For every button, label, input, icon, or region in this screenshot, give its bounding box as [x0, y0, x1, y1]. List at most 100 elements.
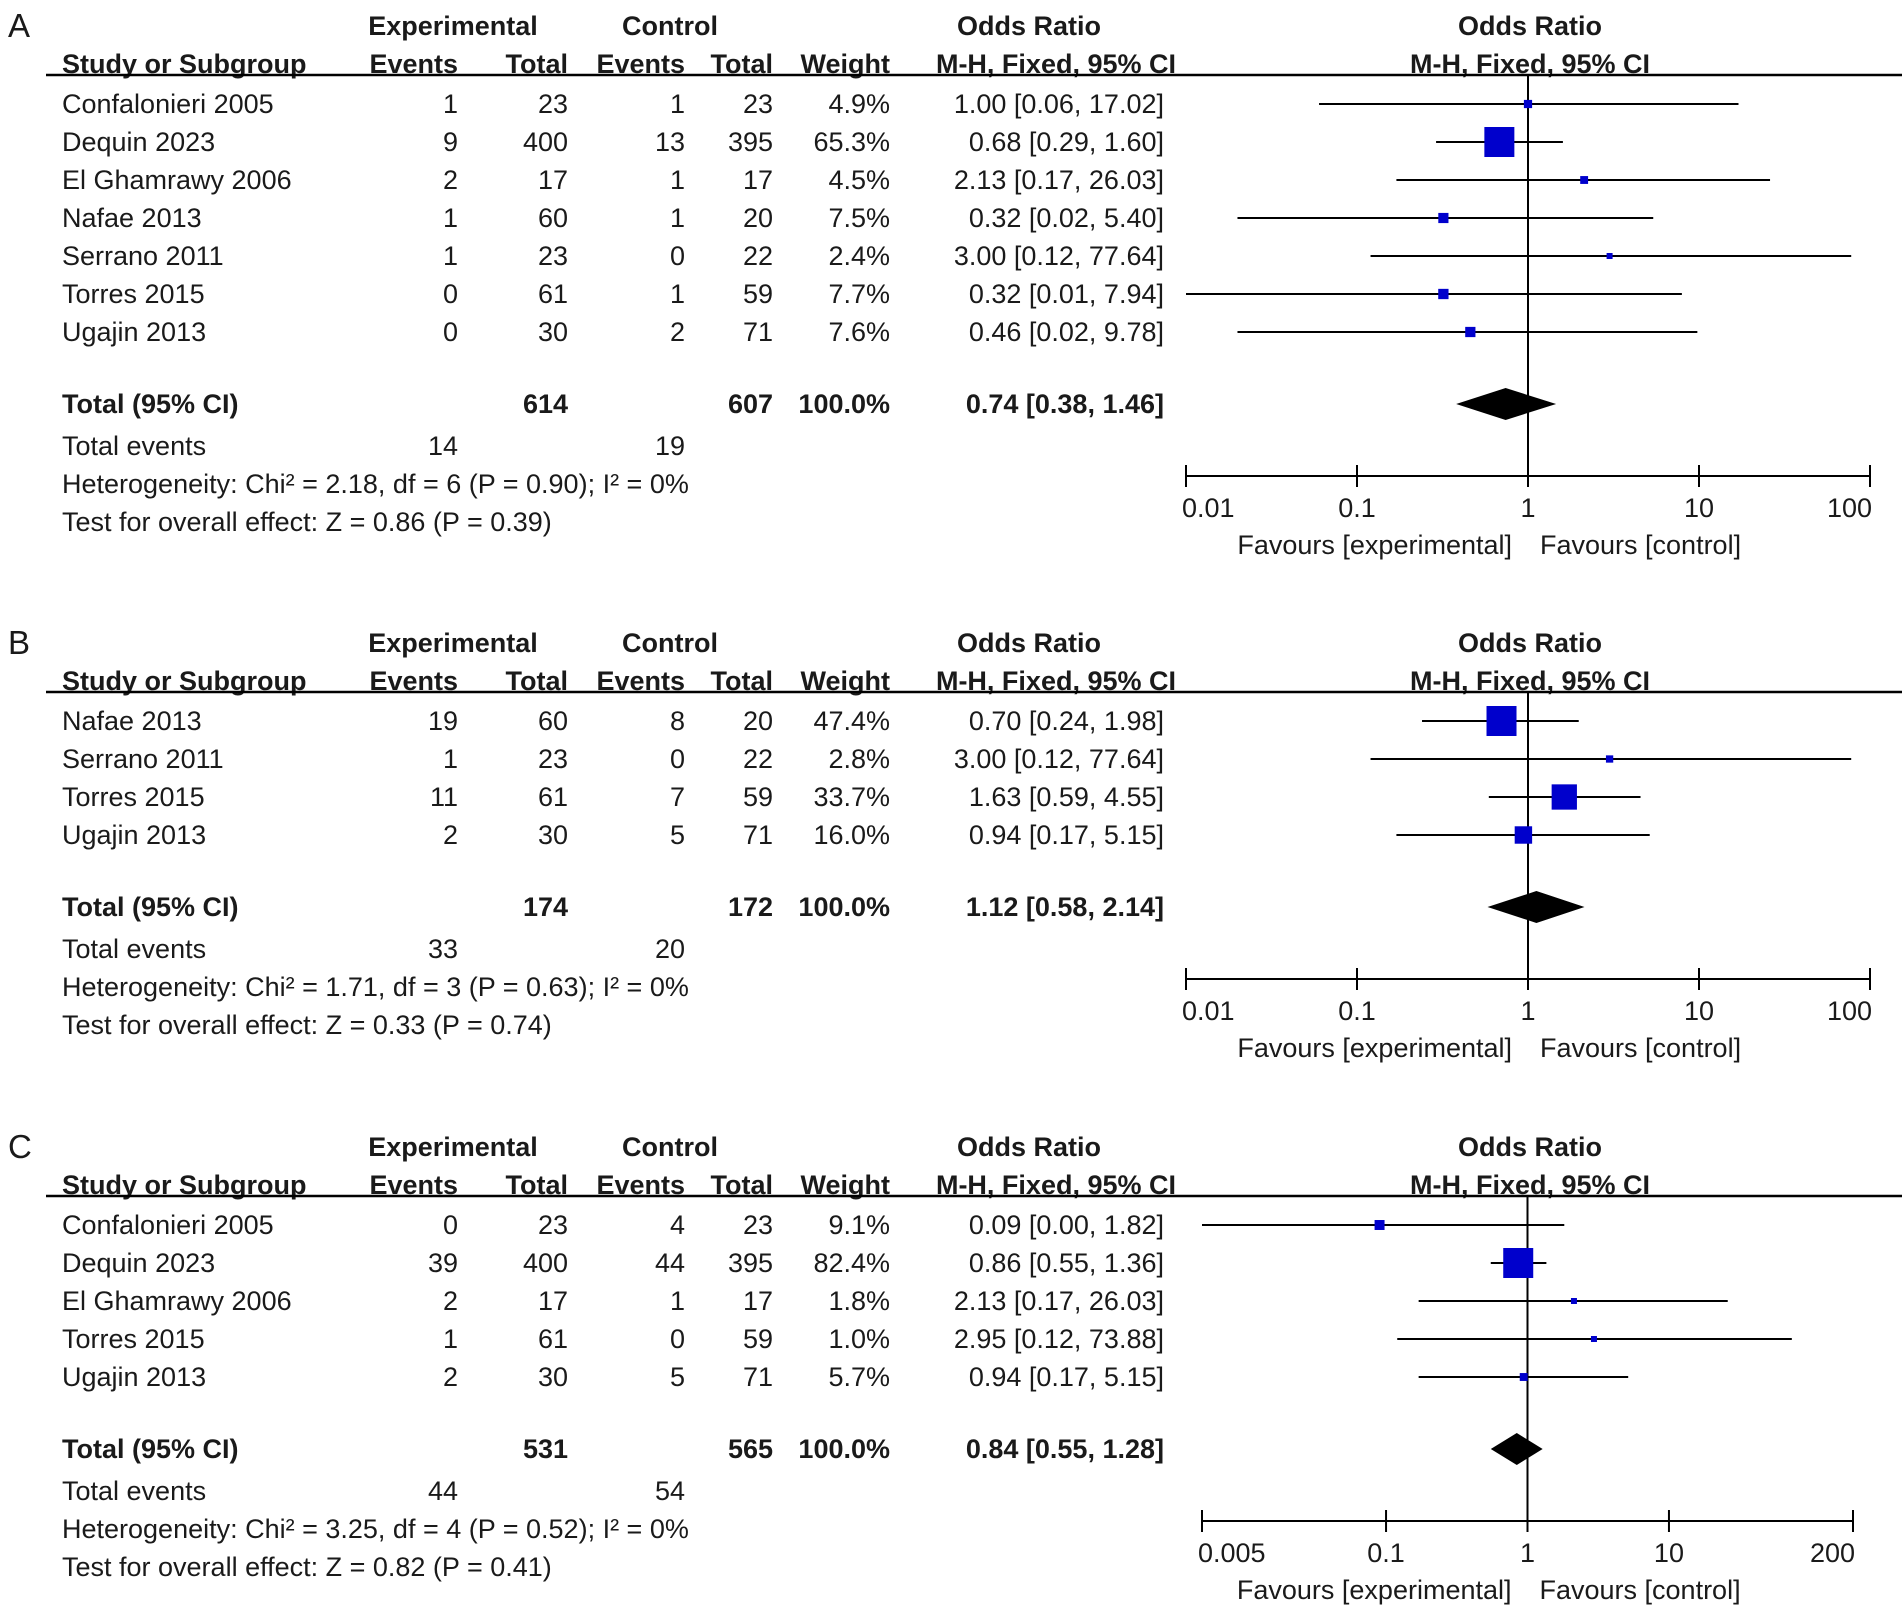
exp-events: 1: [443, 1324, 458, 1354]
pooled-diamond: [1456, 388, 1557, 420]
ci-text: 2.13 [0.17, 26.03]: [954, 1286, 1164, 1316]
total-ctl: 607: [728, 389, 773, 419]
exp-total: 61: [538, 782, 568, 812]
x-tick-label: 1: [1520, 1538, 1535, 1568]
ctl-events: 1: [670, 1286, 685, 1316]
exp-events: 2: [443, 820, 458, 850]
exp-total: 23: [538, 89, 568, 119]
ctl-total: 59: [743, 279, 773, 309]
header-odds-ratio: Odds Ratio: [957, 1132, 1101, 1162]
point-estimate: [1484, 127, 1515, 157]
x-tick-label: 10: [1654, 1538, 1684, 1568]
weight: 65.3%: [813, 127, 890, 157]
point-estimate: [1580, 176, 1589, 184]
exp-total: 400: [523, 1248, 568, 1278]
header-control: Control: [622, 1132, 718, 1162]
ctl-events: 0: [670, 241, 685, 271]
exp-total: 23: [538, 1210, 568, 1240]
favours-control: Favours [control]: [1540, 1033, 1741, 1063]
study-name: Serrano 2011: [62, 241, 224, 271]
ci-text: 3.00 [0.12, 77.64]: [954, 744, 1164, 774]
weight: 1.0%: [828, 1324, 890, 1354]
ci-text: 0.32 [0.01, 7.94]: [969, 279, 1164, 309]
header-experimental: Experimental: [368, 628, 538, 658]
x-tick-label: 0.01: [1182, 996, 1235, 1026]
header-odds-ratio: Odds Ratio: [957, 11, 1101, 41]
total-ci-text: 0.84 [0.55, 1.28]: [966, 1434, 1164, 1464]
exp-total: 17: [538, 1286, 568, 1316]
weight: 16.0%: [813, 820, 890, 850]
ctl-total: 23: [743, 1210, 773, 1240]
weight: 5.7%: [828, 1362, 890, 1392]
heterogeneity: Heterogeneity: Chi² = 3.25, df = 4 (P = …: [62, 1514, 689, 1544]
panel-a: A Experimental Control Odds Ratio Odds Ratio…: [8, 7, 1902, 560]
study-name: Confalonieri 2005: [62, 89, 274, 119]
ctl-total: 17: [743, 1286, 773, 1316]
exp-total: 400: [523, 127, 568, 157]
ctl-total: 22: [743, 744, 773, 774]
x-tick-label: 0.005: [1198, 1538, 1266, 1568]
total-ctl: 172: [728, 892, 773, 922]
exp-events: 1: [443, 241, 458, 271]
ci-text: 1.63 [0.59, 4.55]: [969, 782, 1164, 812]
point-estimate: [1570, 1298, 1577, 1304]
total-exp: 614: [523, 389, 568, 419]
total-events-label: Total events: [62, 934, 206, 964]
ctl-events: 1: [670, 165, 685, 195]
weight: 7.6%: [828, 317, 890, 347]
exp-events: 2: [443, 1286, 458, 1316]
exp-events: 2: [443, 165, 458, 195]
ctl-events: 5: [670, 820, 685, 850]
study-name: El Ghamrawy 2006: [62, 165, 292, 195]
favours-control: Favours [control]: [1540, 530, 1741, 560]
study-name: Torres 2015: [62, 782, 205, 812]
point-estimate: [1503, 1248, 1534, 1278]
x-tick-label: 0.01: [1182, 493, 1235, 523]
weight: 4.5%: [828, 165, 890, 195]
heterogeneity: Heterogeneity: Chi² = 1.71, df = 3 (P = …: [62, 972, 689, 1002]
header-odds-ratio-plot: Odds Ratio: [1458, 11, 1602, 41]
x-tick-label: 1: [1520, 493, 1535, 523]
header-odds-ratio-plot: Odds Ratio: [1458, 1132, 1602, 1162]
header-control: Control: [622, 11, 718, 41]
exp-events: 9: [443, 127, 458, 157]
total-ci-text: 0.74 [0.38, 1.46]: [966, 389, 1164, 419]
total-events-ctl: 20: [655, 934, 685, 964]
point-estimate: [1374, 1220, 1385, 1230]
exp-total: 60: [538, 706, 568, 736]
favours-control: Favours [control]: [1540, 1575, 1741, 1605]
exp-events: 1: [443, 203, 458, 233]
heterogeneity: Heterogeneity: Chi² = 2.18, df = 6 (P = …: [62, 469, 689, 499]
exp-total: 30: [538, 820, 568, 850]
header-control: Control: [622, 628, 718, 658]
study-name: Ugajin 2013: [62, 1362, 206, 1392]
ctl-total: 59: [743, 782, 773, 812]
ctl-total: 17: [743, 165, 773, 195]
ctl-events: 1: [670, 203, 685, 233]
point-estimate: [1519, 1373, 1528, 1381]
total-events-label: Total events: [62, 431, 206, 461]
header-odds-ratio: Odds Ratio: [957, 628, 1101, 658]
ctl-events: 7: [670, 782, 685, 812]
point-estimate: [1605, 755, 1614, 763]
weight: 9.1%: [828, 1210, 890, 1240]
header-odds-ratio-plot: Odds Ratio: [1458, 628, 1602, 658]
ctl-total: 71: [743, 317, 773, 347]
total-exp: 174: [523, 892, 568, 922]
total-events-exp: 44: [428, 1476, 458, 1506]
exp-events: 1: [443, 744, 458, 774]
total-exp: 531: [523, 1434, 568, 1464]
study-name: Dequin 2023: [62, 1248, 215, 1278]
point-estimate: [1606, 253, 1613, 259]
point-estimate: [1590, 1336, 1597, 1342]
x-tick-label: 1: [1520, 996, 1535, 1026]
ctl-events: 5: [670, 1362, 685, 1392]
exp-events: 39: [428, 1248, 458, 1278]
point-estimate: [1465, 326, 1476, 338]
exp-events: 0: [443, 1210, 458, 1240]
ci-text: 0.94 [0.17, 5.15]: [969, 1362, 1164, 1392]
study-name: El Ghamrawy 2006: [62, 1286, 292, 1316]
exp-total: 23: [538, 241, 568, 271]
point-estimate: [1514, 826, 1533, 844]
exp-total: 61: [538, 1324, 568, 1354]
